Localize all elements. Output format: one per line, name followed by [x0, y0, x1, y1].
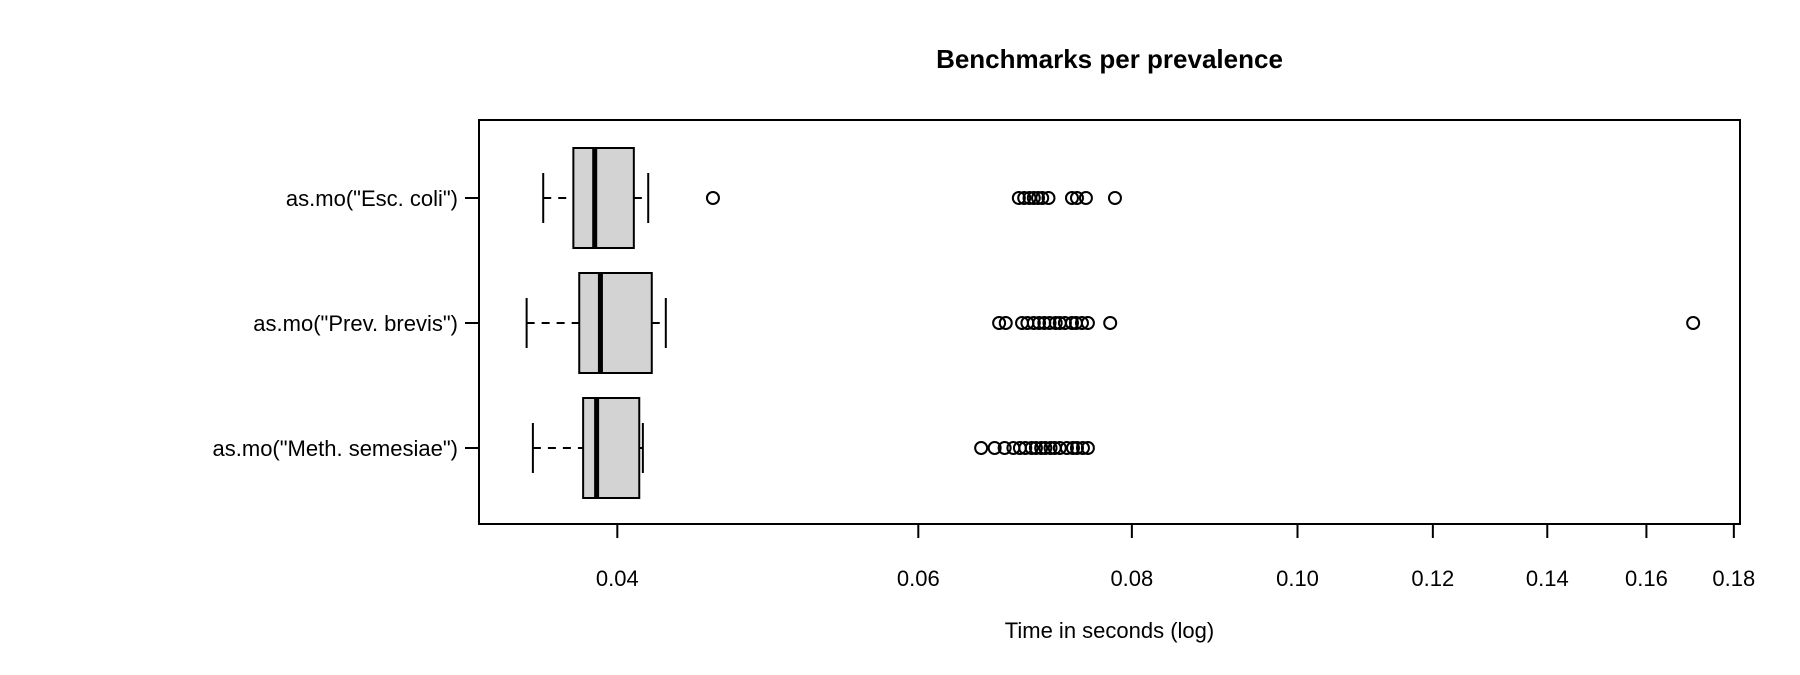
outlier-point	[1034, 441, 1049, 455]
x-tick-label: 0.10	[1276, 566, 1319, 591]
outlier-point	[1026, 316, 1041, 330]
outlier-point	[997, 441, 1012, 455]
outlier-point	[1031, 191, 1046, 205]
outlier-point	[987, 441, 1002, 455]
x-axis-title: Time in seconds (log)	[1004, 618, 1215, 643]
x-tick-label: 0.04	[596, 566, 639, 591]
x-tick-label: 0.14	[1526, 566, 1569, 591]
outlier-point	[1038, 441, 1053, 455]
x-tick-label: 0.08	[1110, 566, 1153, 591]
outlier-point	[1103, 316, 1118, 330]
y-category-label: as.mo("Esc. coli")	[286, 186, 458, 211]
outlier-point	[1686, 316, 1701, 330]
outlier-point	[1042, 316, 1057, 330]
outlier-point	[1026, 191, 1041, 205]
outlier-point	[1078, 191, 1093, 205]
x-tick-label: 0.16	[1625, 566, 1668, 591]
outlier-point	[974, 441, 989, 455]
outlier-point	[1065, 441, 1080, 455]
outlier-point	[1074, 316, 1089, 330]
outlier-point	[1080, 316, 1095, 330]
outlier-point	[1080, 441, 1095, 455]
outlier-point	[1052, 441, 1067, 455]
outlier-point	[1011, 191, 1026, 205]
y-category-label: as.mo("Prev. brevis")	[253, 311, 458, 336]
y-category-label: as.mo("Meth. semesiae")	[213, 436, 458, 461]
chart-title: Benchmarks per prevalence	[936, 44, 1283, 74]
box	[578, 272, 653, 374]
outlier-point	[1064, 191, 1079, 205]
outlier-point	[1107, 191, 1122, 205]
x-tick-label: 0.12	[1411, 566, 1454, 591]
box	[572, 147, 635, 249]
outlier-point	[1064, 316, 1079, 330]
x-tick-label: 0.06	[897, 566, 940, 591]
outlier-point	[1032, 316, 1047, 330]
box	[582, 397, 641, 499]
outlier-point	[1024, 441, 1039, 455]
outlier-point	[998, 316, 1013, 330]
outlier-point	[1059, 441, 1074, 455]
outlier-point	[1048, 316, 1063, 330]
outlier-point	[1017, 191, 1032, 205]
plot-border	[478, 119, 1741, 525]
outlier-point	[1069, 191, 1084, 205]
outlier-point	[1043, 441, 1058, 455]
outlier-point	[1035, 191, 1050, 205]
outlier-point	[992, 316, 1007, 330]
outlier-point	[705, 191, 720, 205]
outlier-point	[1075, 441, 1090, 455]
outlier-point	[1041, 191, 1056, 205]
outlier-point	[1018, 441, 1033, 455]
x-tick-label: 0.18	[1712, 566, 1755, 591]
outlier-point	[1028, 441, 1043, 455]
outlier-point	[1069, 441, 1084, 455]
